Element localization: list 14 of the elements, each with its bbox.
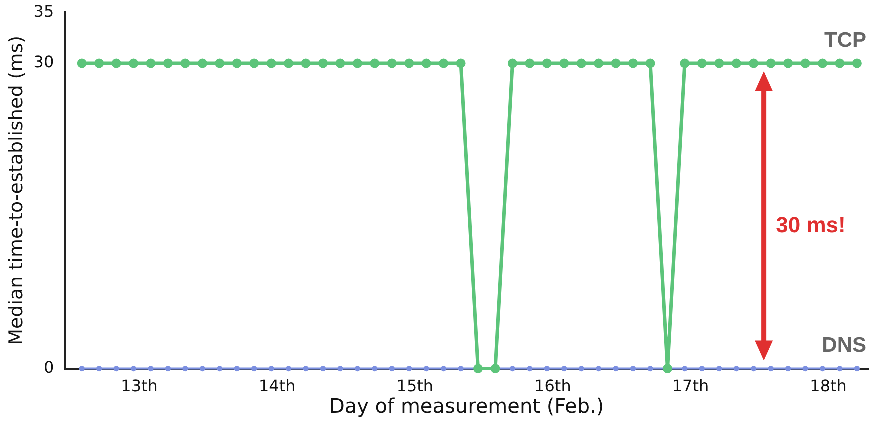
y-tick-label: 0 [44, 358, 54, 377]
x-tick-label: 15th [396, 376, 434, 396]
x-axis-title: Day of measurement (Feb.) [329, 394, 604, 418]
x-tick-label: 16th [534, 376, 572, 396]
y-axis-title: Median time-to-established (ms) [5, 36, 28, 346]
x-tick-label: 13th [121, 376, 158, 396]
series-label: DNS [822, 334, 866, 358]
x-tick-label: 17th [672, 376, 710, 396]
series-label: TCP [824, 28, 866, 52]
x-tick-label: 14th [258, 376, 296, 396]
annotation: 30 ms! [776, 212, 846, 238]
y-tick-label: 35 [34, 2, 54, 21]
y-tick-label: 30 [34, 52, 54, 72]
x-tick-label: 18th [810, 376, 847, 396]
